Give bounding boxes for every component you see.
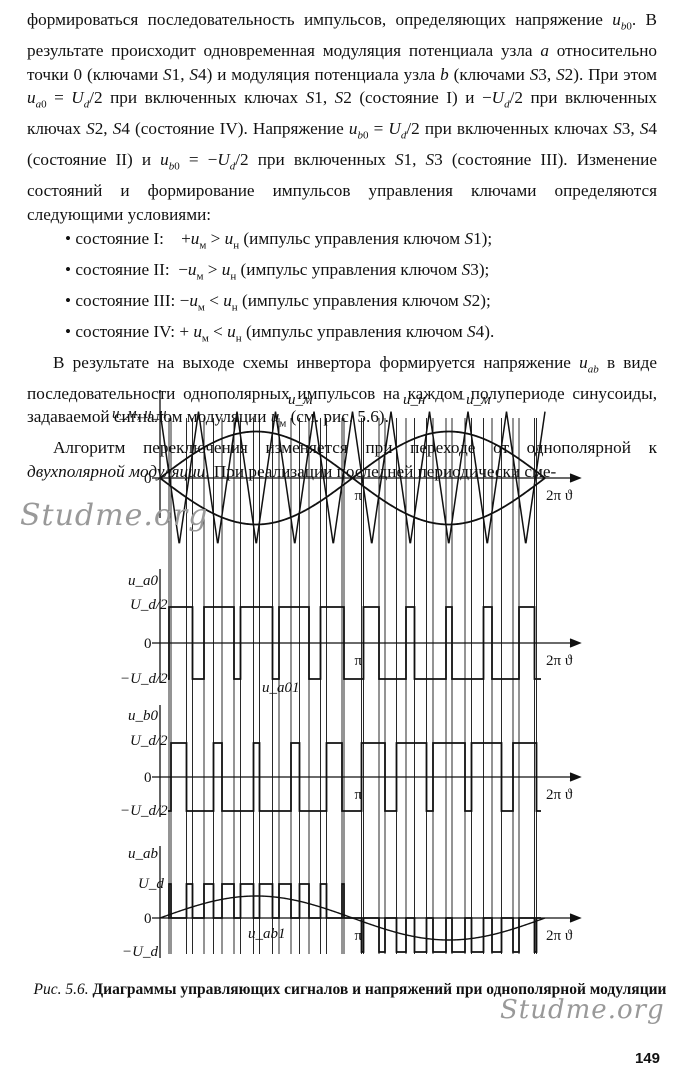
ub0-neg-ud-half-label: −U_d/2 bbox=[120, 803, 168, 819]
modulating-wave-neg-um bbox=[159, 430, 546, 526]
list-item: состояние III: −uм < uн (импульс управле… bbox=[65, 289, 657, 320]
carrier-wave-un bbox=[159, 411, 546, 544]
figure-5-6: u_м, u_н u_м u_н −u_м 0 π 2π ϑ 0 π 2π ϑ 0 π 2π ϑ 0 π 2π… bbox=[112, 390, 582, 960]
axis-label-um-un: u_м, u_н bbox=[112, 406, 167, 422]
label-um: u_м bbox=[288, 392, 313, 408]
carrier-panel-arrow bbox=[569, 473, 582, 483]
label-uab1: u_ab1 bbox=[248, 926, 286, 942]
uab-panel-arrow bbox=[569, 913, 582, 923]
label-neg-um: −u_м bbox=[456, 392, 491, 408]
ub0-ud-half-label: U_d/2 bbox=[130, 733, 168, 749]
figure-caption: Рис. 5.6. Диаграммы управляющих сигналов… bbox=[0, 980, 700, 1000]
uab-two-pi-label: 2π ϑ bbox=[546, 928, 573, 944]
ub0-zero-label: 0 bbox=[144, 770, 152, 786]
uab-ud-label: U_d bbox=[138, 876, 164, 892]
ua0-pi-label: π bbox=[355, 653, 363, 669]
ub0-panel-arrow bbox=[569, 772, 582, 782]
carrier-two-pi-label: 2π ϑ bbox=[546, 488, 573, 504]
ua0-zero-label: 0 bbox=[144, 636, 152, 652]
carrier-zero-label: 0 bbox=[144, 471, 152, 487]
uab-zero-label: 0 bbox=[144, 911, 152, 927]
state-list: состояние I: +uм > uн (импульс управлени… bbox=[27, 227, 657, 351]
ua0-two-pi-label: 2π ϑ bbox=[546, 653, 573, 669]
watermark: Studme.org bbox=[500, 995, 665, 1025]
page-number: 149 bbox=[634, 1050, 660, 1067]
body-text: формироваться последовательность импульс… bbox=[27, 8, 657, 483]
uab-pi-label: π bbox=[355, 928, 363, 944]
label-un: u_н bbox=[403, 392, 425, 408]
uab-neg-ud-label: −U_d bbox=[122, 944, 158, 960]
ua0-panel-waveform bbox=[168, 606, 541, 680]
ub0-panel-waveform bbox=[168, 742, 541, 812]
list-item: состояние IV: + uм < uн (импульс управле… bbox=[65, 320, 657, 351]
axis-label-ua0: u_a0 bbox=[128, 573, 159, 589]
paragraph-1: формироваться последовательность импульс… bbox=[27, 10, 658, 224]
axis-label-uab: u_ab bbox=[128, 846, 159, 862]
caption-title: Диаграммы управляющих сигналов и напряже… bbox=[92, 981, 667, 998]
ua0-panel-arrow bbox=[569, 638, 582, 648]
carrier-pi-label: π bbox=[355, 488, 363, 504]
ua0-neg-ud-half-label: −U_d/2 bbox=[120, 671, 168, 687]
uab1-fundamental bbox=[159, 895, 546, 941]
axis-label-ub0: u_b0 bbox=[128, 708, 159, 724]
watermark: Studme.org bbox=[20, 498, 209, 533]
ub0-two-pi-label: 2π ϑ bbox=[546, 787, 573, 803]
ua0-ud-half-label: U_d/2 bbox=[130, 597, 168, 613]
list-item: состояние II: −uм > uн (импульс управлен… bbox=[65, 258, 657, 289]
label-ua01: u_a01 bbox=[262, 680, 300, 696]
list-item: состояние I: +uм > uн (импульс управлени… bbox=[65, 227, 657, 258]
caption-label: Рис. 5.6. bbox=[33, 981, 89, 998]
ub0-pi-label: π bbox=[355, 787, 363, 803]
